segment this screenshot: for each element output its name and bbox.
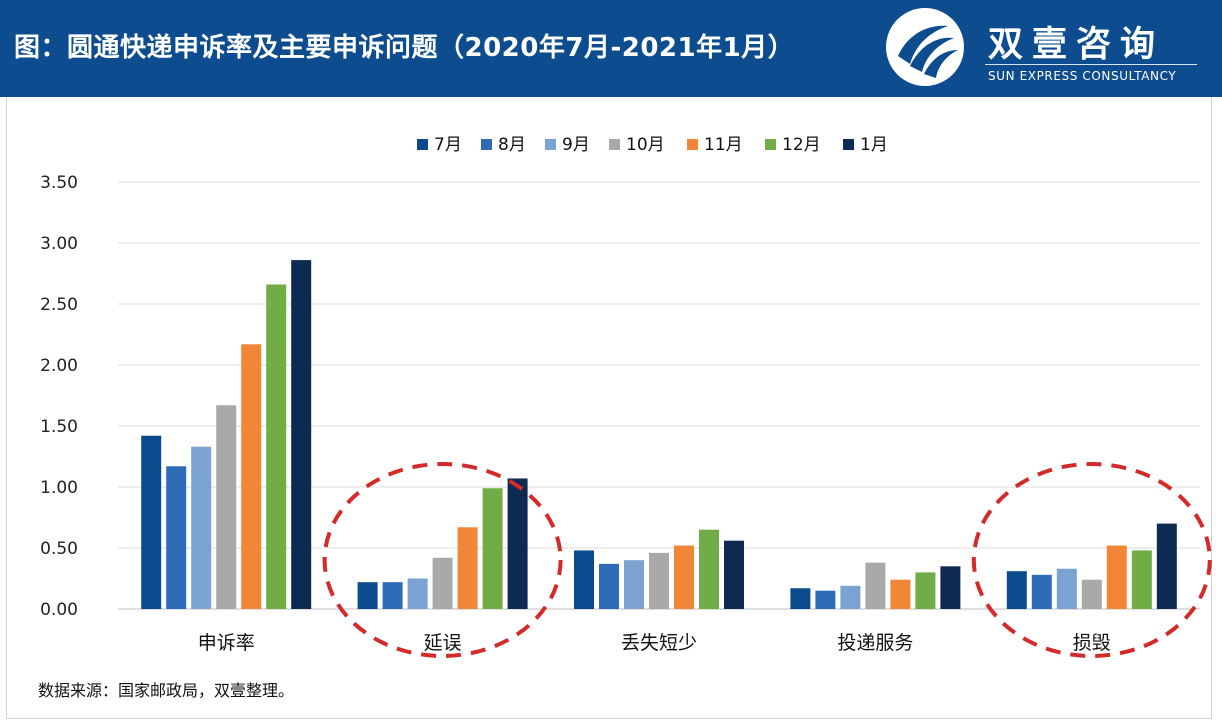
bar <box>482 488 503 609</box>
bar <box>624 560 644 609</box>
bar <box>724 540 744 609</box>
bar <box>1156 523 1177 609</box>
bar <box>574 550 594 609</box>
sun-express-logo-icon <box>886 8 964 86</box>
x-category-label: 丢失短少 <box>621 632 697 654</box>
bar <box>674 545 694 609</box>
header-banner: 图：圆通快递申诉率及主要申诉问题（2020年7月-2021年1月） 双壹咨询 S… <box>0 0 1222 97</box>
y-tick-label: 0.50 <box>40 539 78 559</box>
y-tick-label: 3.00 <box>40 234 78 254</box>
legend-label: 12月 <box>782 135 821 155</box>
chart-title: 图：圆通快递申诉率及主要申诉问题（2020年7月-2021年1月） <box>14 33 795 63</box>
bar <box>382 582 403 609</box>
legend-label: 8月 <box>498 135 526 155</box>
bar <box>599 563 619 609</box>
bar <box>1031 574 1052 609</box>
legend-swatch <box>417 139 428 150</box>
source-note: 数据来源：国家邮政局，双壹整理。 <box>38 681 295 700</box>
y-tick-label: 0.00 <box>40 600 78 620</box>
bar <box>649 552 669 609</box>
bar <box>507 478 528 609</box>
legend-swatch <box>843 139 854 150</box>
bar <box>1106 545 1127 609</box>
y-tick-label: 1.00 <box>40 478 78 498</box>
bar <box>890 579 911 609</box>
highlight-circle <box>971 462 1212 658</box>
legend-label: 11月 <box>704 135 743 155</box>
bar <box>141 435 162 609</box>
legend-label: 9月 <box>562 135 590 155</box>
brand-name-en: SUN EXPRESS CONSULTANCY <box>988 69 1177 83</box>
legend-swatch <box>545 139 556 150</box>
bar <box>699 529 719 609</box>
bar <box>915 572 936 609</box>
bar <box>1081 579 1102 609</box>
legend-swatch <box>687 139 698 150</box>
legend-label: 1月 <box>860 135 888 155</box>
y-tick-label: 2.50 <box>40 295 78 315</box>
bar <box>1131 550 1152 609</box>
bar <box>241 344 262 609</box>
y-tick-label: 1.50 <box>40 417 78 437</box>
legend-label: 7月 <box>434 135 462 155</box>
x-category-label: 延误 <box>424 632 462 654</box>
y-tick-label: 2.00 <box>40 356 78 376</box>
bar <box>191 446 212 609</box>
bar <box>457 527 478 609</box>
bar <box>1056 568 1077 609</box>
bar <box>266 284 287 609</box>
bar <box>166 466 187 609</box>
highlight-circle <box>322 462 563 658</box>
brand-name-cn: 双壹咨询 <box>988 25 1165 65</box>
bar <box>815 590 836 609</box>
bar <box>407 578 428 609</box>
y-tick-label: 3.50 <box>40 173 78 193</box>
bar <box>840 585 861 609</box>
chart-panel <box>6 97 1212 719</box>
bar <box>790 588 811 609</box>
bar <box>1006 571 1027 609</box>
bar <box>357 582 378 609</box>
legend-swatch <box>481 139 492 150</box>
bar <box>865 562 886 609</box>
x-category-label: 损毁 <box>1073 632 1111 654</box>
legend-swatch <box>765 139 776 150</box>
brand-divider <box>985 64 1197 65</box>
x-category-label: 投递服务 <box>837 632 913 654</box>
legend-swatch <box>609 139 620 150</box>
bar <box>216 405 237 609</box>
bar <box>291 260 312 609</box>
legend-label: 10月 <box>626 135 665 155</box>
bar <box>940 566 961 609</box>
x-category-label: 申诉率 <box>198 632 255 654</box>
bar <box>432 557 453 609</box>
